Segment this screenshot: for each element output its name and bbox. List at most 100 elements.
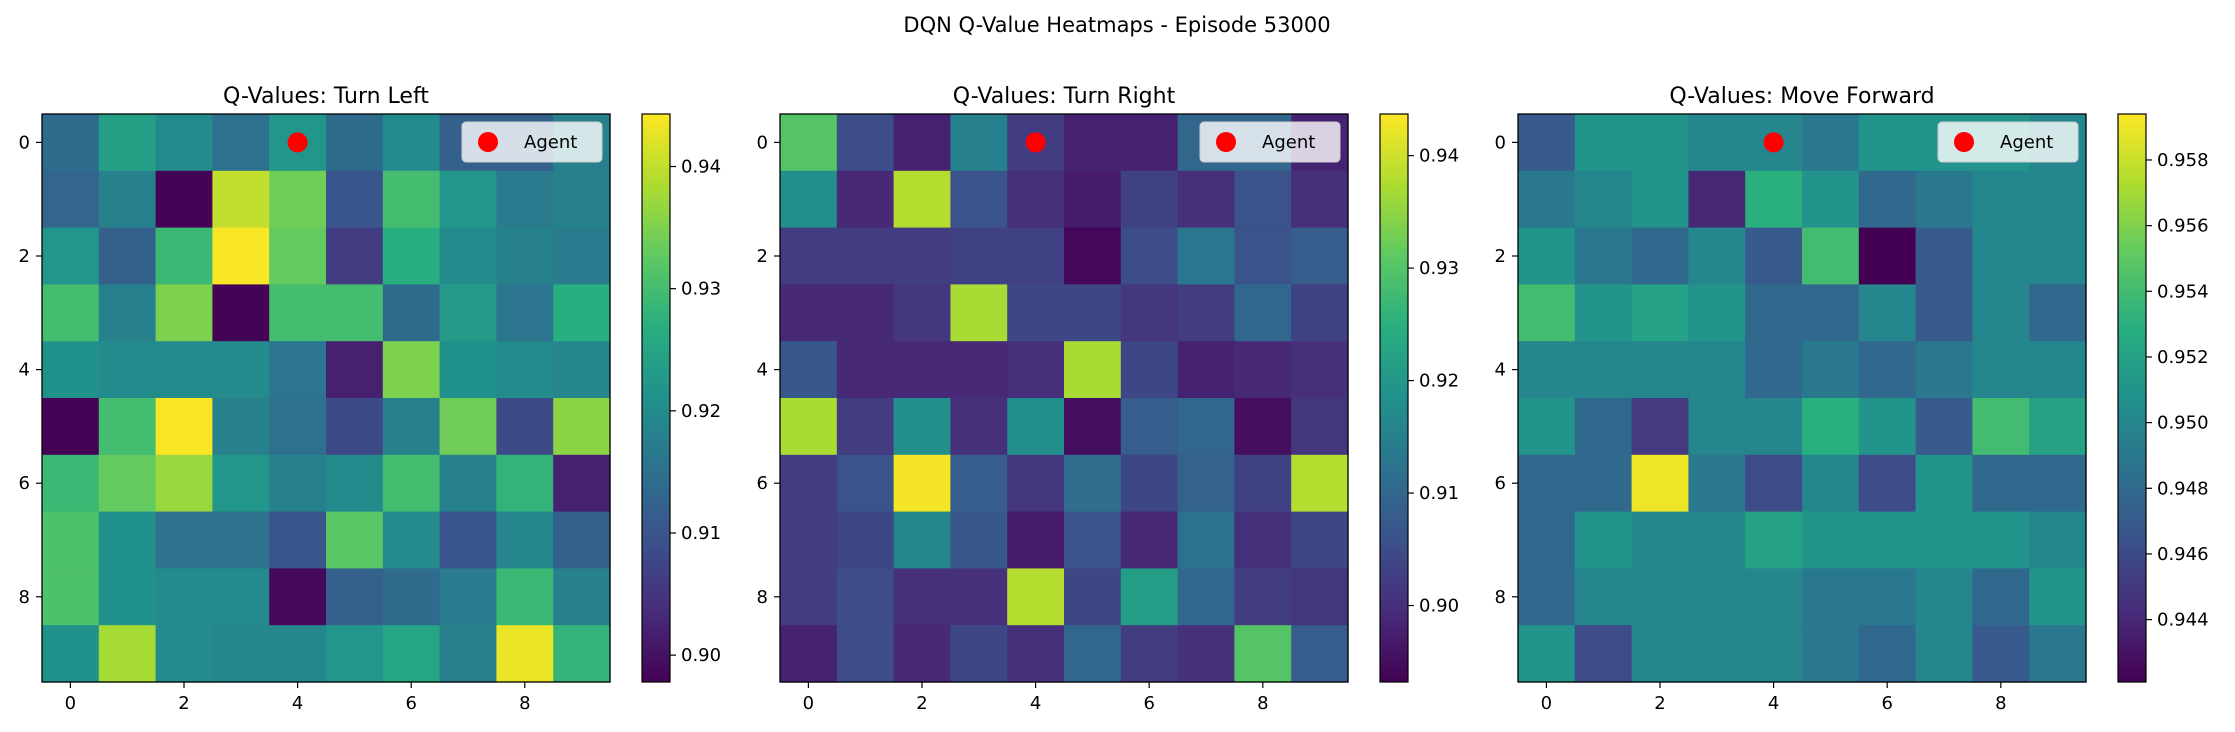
colorbar-tick-label: 0.90 — [681, 645, 721, 666]
heatmap-cell — [950, 511, 1008, 569]
heatmap-cell — [1291, 511, 1349, 569]
heatmap-cell — [42, 284, 100, 342]
heatmap-cell — [269, 284, 327, 342]
heatmap-cell — [42, 511, 100, 569]
heatmap-cell — [326, 227, 384, 285]
heatmap-cell — [439, 568, 497, 626]
heatmap-cell — [155, 398, 213, 456]
heatmap-cell — [42, 568, 100, 626]
heatmap-cell — [950, 398, 1008, 456]
colorbar-tick-label: 0.94 — [681, 157, 721, 178]
heatmap-cell — [1574, 114, 1633, 172]
heatmap-cell — [836, 114, 895, 172]
heatmap-cell — [1802, 227, 1860, 285]
heatmap-cell — [1064, 284, 1122, 342]
heatmap-cell — [155, 511, 213, 569]
heatmap-cell — [326, 114, 384, 172]
heatmap-cell — [553, 341, 611, 399]
heatmap-cell — [1972, 227, 2030, 285]
heatmap-cell — [1745, 170, 1803, 229]
heatmap-cell — [1972, 454, 2030, 513]
heatmap-cell — [1518, 170, 1576, 229]
heatmap-cell — [1177, 454, 1235, 513]
heatmap-cell — [893, 284, 951, 342]
heatmap-cell — [1120, 114, 1179, 172]
heatmap-cell — [439, 170, 497, 229]
heatmap-cell — [155, 114, 213, 172]
x-tick-label: 6 — [405, 693, 416, 714]
colorbar-tick-label: 0.958 — [2157, 150, 2209, 171]
heatmap-cell — [326, 284, 384, 342]
heatmap-cell — [382, 625, 441, 683]
heatmap-cell — [2029, 227, 2087, 285]
y-tick-label: 0 — [1495, 132, 1506, 153]
heatmap-cell — [1802, 114, 1860, 172]
heatmap-cell — [1745, 511, 1803, 569]
heatmap-cell — [382, 568, 441, 626]
heatmap-cell — [98, 341, 157, 399]
heatmap-cell — [1972, 625, 2030, 683]
heatmap-cell — [1120, 227, 1179, 285]
heatmap-cell — [496, 170, 554, 229]
heatmap-cell — [326, 511, 384, 569]
heatmap-cell — [1972, 284, 2030, 342]
heatmap-cell — [553, 227, 611, 285]
heatmap-cell — [553, 625, 611, 683]
legend-marker — [478, 132, 498, 152]
heatmap-cell — [382, 341, 441, 399]
heatmap-cell — [1234, 454, 1292, 513]
heatmap-cell — [212, 454, 270, 513]
heatmap-cell — [1745, 341, 1803, 399]
heatmap-cell — [836, 454, 895, 513]
heatmap-cell — [1064, 341, 1122, 399]
x-tick-label: 2 — [178, 693, 189, 714]
heatmap-cell — [780, 625, 838, 683]
y-tick-label: 6 — [19, 473, 30, 494]
heatmap-cell — [1574, 227, 1633, 285]
heatmap-cell — [212, 568, 270, 626]
x-tick-label: 8 — [1257, 693, 1268, 714]
heatmap-cell — [496, 511, 554, 569]
figure-title: DQN Q-Value Heatmaps - Episode 53000 — [903, 13, 1330, 37]
colorbar-tick-label: 0.91 — [681, 523, 721, 544]
heatmap-cell — [1802, 625, 1860, 683]
heatmap-cell — [1291, 568, 1349, 626]
heatmap-cell — [1064, 625, 1122, 683]
heatmap-cell — [1120, 568, 1179, 626]
heatmap-cell — [780, 511, 838, 569]
heatmap-cell — [42, 341, 100, 399]
heatmap-cell — [269, 454, 327, 513]
heatmap-cell — [836, 625, 895, 683]
heatmap-cell — [326, 341, 384, 399]
heatmap-cell — [439, 284, 497, 342]
heatmap-cell — [1915, 511, 1973, 569]
colorbar-tick-label: 0.91 — [1419, 483, 1459, 504]
heatmap-cell — [1631, 454, 1689, 513]
heatmap-cell — [42, 398, 100, 456]
colorbar-tick-label: 0.952 — [2157, 347, 2209, 368]
colorbar — [1380, 114, 1408, 682]
heatmap-cell — [326, 170, 384, 229]
heatmap-cell — [1291, 625, 1349, 683]
heatmap-cell — [155, 625, 213, 683]
colorbar-tick-label: 0.94 — [1419, 146, 1459, 167]
legend-box — [1199, 121, 1341, 163]
heatmap-cell — [1972, 170, 2030, 229]
legend-marker — [1216, 132, 1236, 152]
heatmap-cell — [1064, 454, 1122, 513]
heatmap-cell — [780, 341, 838, 399]
heatmap-cell — [1802, 568, 1860, 626]
heatmap-cell — [1745, 625, 1803, 683]
heatmap-cell — [1802, 170, 1860, 229]
heatmap-cell — [1802, 398, 1860, 456]
heatmap-cell — [496, 398, 554, 456]
heatmap-cell — [269, 227, 327, 285]
heatmap-cell — [496, 454, 554, 513]
heatmap-cell — [1007, 284, 1065, 342]
colorbar-frame — [641, 113, 671, 683]
heatmap-cell — [1574, 341, 1633, 399]
heatmap-cell — [836, 511, 895, 569]
heatmap-cell — [780, 114, 838, 172]
heatmap-cell — [1518, 511, 1576, 569]
